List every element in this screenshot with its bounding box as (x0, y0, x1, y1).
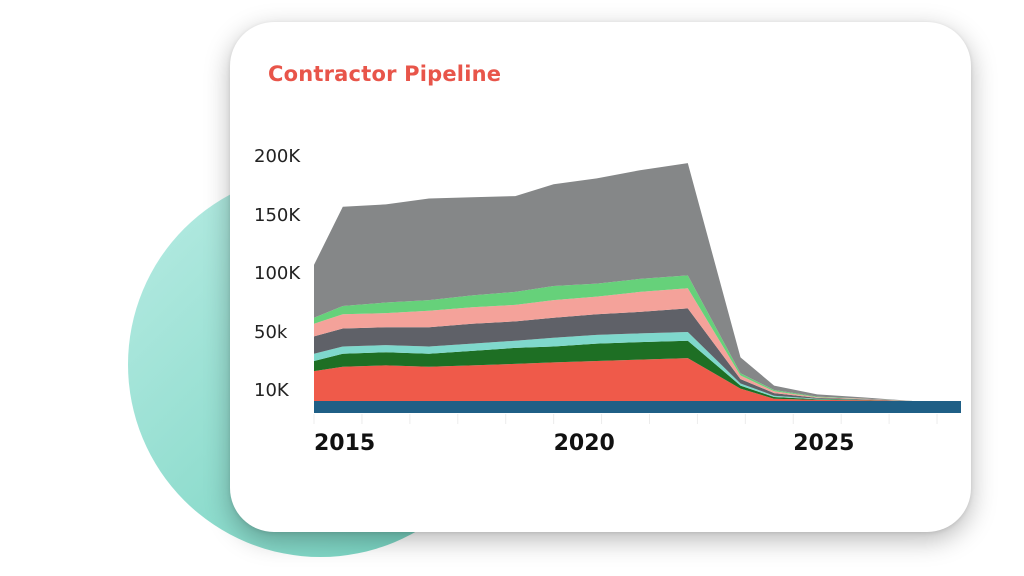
area-series-group (314, 163, 961, 413)
area-series-5 (314, 308, 961, 401)
y-tick-label: 150K (254, 205, 301, 226)
y-tick-label: 100K (254, 263, 301, 284)
axes-group: 10K 50k 100K 150K 200K 2015 2020 2025 (254, 146, 938, 456)
chart-card: Contractor Pipeline 10K 50k 100K 150K 200K 20… (230, 22, 971, 532)
y-tick-label: 10K (254, 380, 290, 401)
area-series-6 (314, 288, 961, 401)
chart-title: Contractor Pipeline (268, 62, 502, 86)
area-chart: 10K 50k 100K 150K 200K 2015 2020 2025 (254, 146, 961, 456)
x-tick-label: 2020 (554, 431, 615, 456)
x-tick-label: 2015 (314, 431, 375, 456)
area-series-8 (314, 163, 961, 401)
area-series-3 (314, 340, 961, 401)
area-series-2 (314, 358, 961, 401)
baseline-band (314, 406, 961, 413)
area-series-4 (314, 332, 961, 401)
y-tick-label: 50k (254, 322, 288, 343)
x-tick-label: 2025 (793, 431, 854, 456)
y-tick-label: 200K (254, 146, 301, 167)
area-series-7 (314, 275, 961, 401)
